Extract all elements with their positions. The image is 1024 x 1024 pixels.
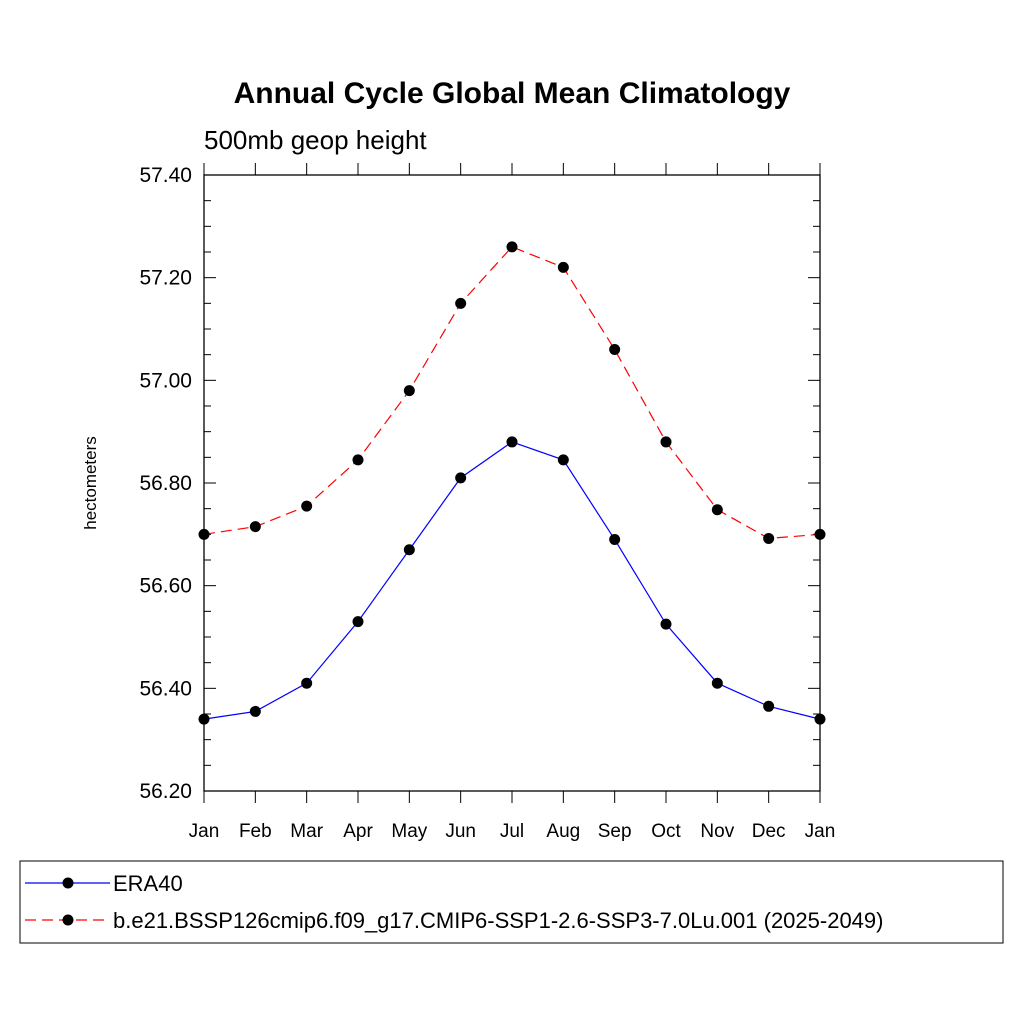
series-line (203, 246, 821, 540)
chart-subtitle: 500mb geop height (204, 125, 427, 155)
data-point (609, 344, 621, 356)
x-tick-label: Feb (239, 821, 272, 842)
data-point (557, 261, 569, 273)
legend-label: ERA40 (113, 871, 183, 896)
data-point (609, 533, 621, 545)
data-point (455, 472, 467, 484)
x-tick-label: Nov (700, 821, 734, 842)
y-axis-label: hectometers (81, 436, 100, 530)
data-point (506, 436, 518, 448)
data-point (763, 700, 775, 712)
data-point (557, 454, 569, 466)
data-point (249, 521, 261, 533)
data-point (660, 436, 672, 448)
plot-frame (203, 174, 821, 792)
y-tick-label: 56.40 (139, 677, 192, 700)
data-point (455, 297, 467, 309)
y-tick-label: 57.00 (139, 369, 192, 392)
x-tick-label: Mar (290, 821, 323, 842)
legend-marker (62, 914, 74, 926)
data-point (301, 677, 313, 689)
axes-layer: 56.20 56.40 56.60 56.80 57.00 57.20 57.40 Jan Fe… (139, 163, 835, 842)
data-point (814, 528, 826, 540)
data-point (198, 713, 210, 725)
series-line (203, 441, 821, 720)
x-tick-label: Jan (805, 821, 836, 842)
y-tick-label: 57.20 (139, 267, 192, 290)
data-point (249, 705, 261, 717)
data-point (352, 454, 364, 466)
x-tick-label: Oct (651, 821, 681, 842)
x-tick-label: Jan (189, 821, 220, 842)
x-tick-label: Jul (500, 821, 524, 842)
series-layer (198, 241, 826, 725)
data-point (711, 677, 723, 689)
x-tick-label: Sep (598, 821, 632, 842)
data-point (660, 618, 672, 630)
data-point (403, 544, 415, 556)
data-point (711, 504, 723, 516)
x-tick-label: May (391, 821, 427, 842)
data-point (301, 500, 313, 512)
legend-label: b.e21.BSSP126cmip6.f09_g17.CMIP6-SSP1-2.… (113, 908, 883, 933)
x-tick-label: Apr (343, 821, 373, 842)
data-point (506, 241, 518, 253)
y-tick-label: 56.20 (139, 780, 192, 803)
data-point (198, 528, 210, 540)
x-tick-label: Dec (752, 821, 786, 842)
data-point (403, 385, 415, 397)
legend: ERA40 b.e21.BSSP126cmip6.f09_g17.CMIP6-SS… (25, 871, 883, 933)
chart-title: Annual Cycle Global Mean Climatology (234, 77, 791, 110)
y-tick-label: 57.40 (139, 164, 192, 187)
y-tick-label: 56.80 (139, 472, 192, 495)
x-tick-label: Aug (546, 821, 580, 842)
data-point (763, 532, 775, 544)
legend-box (19, 860, 1004, 944)
x-tick-label: Jun (445, 821, 476, 842)
data-point (352, 616, 364, 628)
data-point (814, 713, 826, 725)
y-tick-label: 56.60 (139, 575, 192, 598)
legend-marker (62, 877, 74, 889)
